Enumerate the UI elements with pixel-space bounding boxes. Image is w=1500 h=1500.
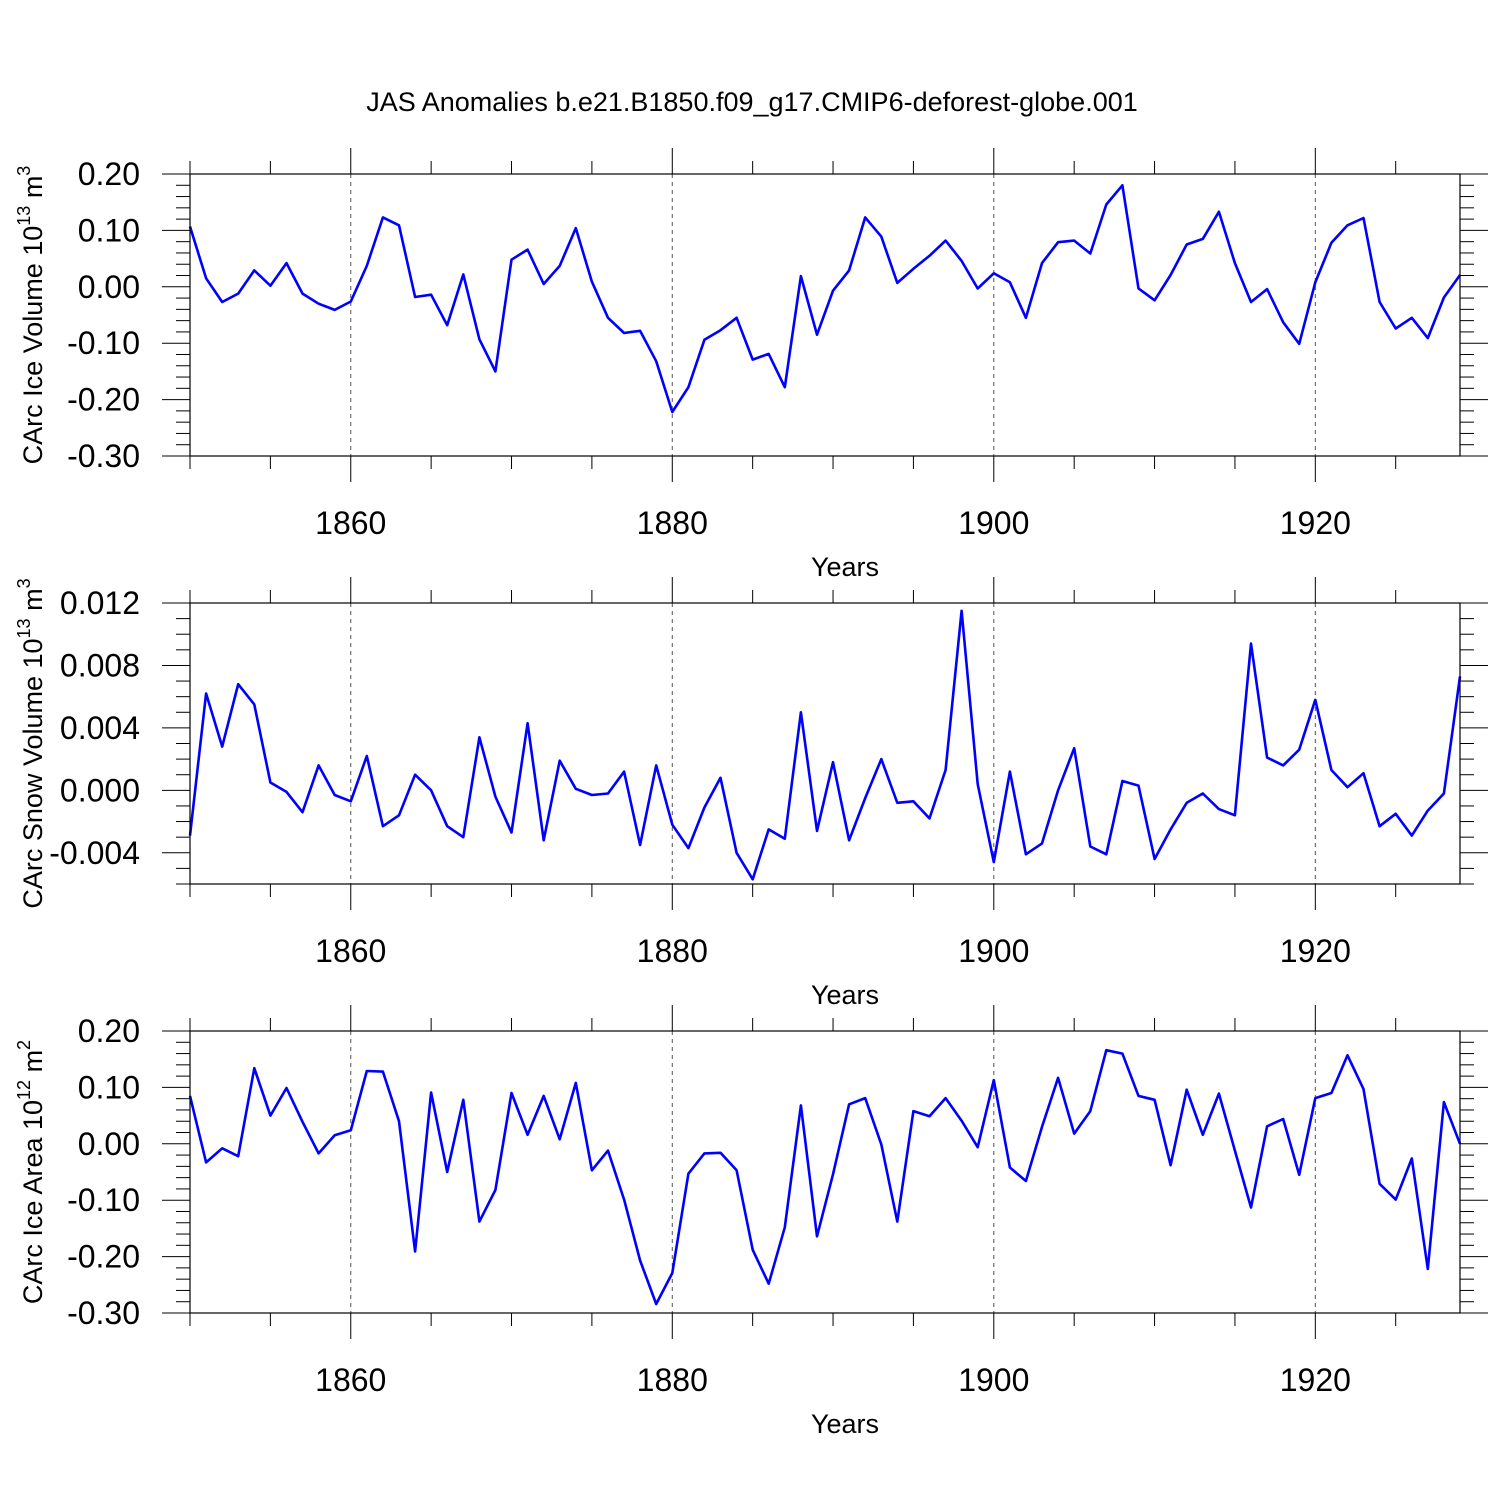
panels: 0.20 0.10 0.00 -0.10 -0.20 -0.30 1860 1880 1900 1… xyxy=(14,148,1488,1439)
x-tick-label: 1880 xyxy=(637,933,708,969)
y-tick-label: 0.20 xyxy=(78,1013,140,1049)
plot-frame xyxy=(189,602,1461,885)
y-tick-label: 0.000 xyxy=(60,772,140,808)
x-axis-title: Years xyxy=(811,552,879,582)
x-tick-label: 1860 xyxy=(315,933,386,969)
plot-frame xyxy=(189,173,1461,457)
x-tick-label: 1920 xyxy=(1280,933,1351,969)
series-line xyxy=(188,609,1462,881)
x-axis-title: Years xyxy=(811,980,879,1010)
y-tick-label: -0.30 xyxy=(67,1295,140,1331)
figure-title: JAS Anomalies b.e21.B1850.f09_g17.CMIP6-… xyxy=(366,87,1138,117)
x-tick-label: 1880 xyxy=(637,505,708,541)
x-axis-title: Years xyxy=(811,1409,879,1439)
y-axis-title: CArc Ice Area 1012 m2 xyxy=(14,1040,48,1304)
panel-3: 0.20 0.10 0.00 -0.10 -0.20 -0.30 1860 1880 1900 1… xyxy=(14,1005,1488,1439)
y-tick-label: -0.30 xyxy=(67,438,140,474)
x-tick-label: 1860 xyxy=(315,505,386,541)
x-tick-label: 1900 xyxy=(958,1362,1029,1398)
x-tick-label: 1920 xyxy=(1280,1362,1351,1398)
y-axis-title: CArc Snow Volume 1013 m3 xyxy=(14,578,48,908)
x-tick-label: 1900 xyxy=(958,505,1029,541)
y-tick-label: 0.00 xyxy=(78,269,140,305)
y-tick-label: -0.004 xyxy=(49,835,140,871)
y-tick-label: -0.10 xyxy=(67,1182,140,1218)
x-tick-label: 1920 xyxy=(1280,505,1351,541)
y-tick-label: -0.20 xyxy=(67,1239,140,1275)
panel-1: 0.20 0.10 0.00 -0.10 -0.20 -0.30 1860 1880 1900 1… xyxy=(14,148,1488,582)
y-tick-label: 0.20 xyxy=(78,156,140,192)
panel-2: 0.012 0.008 0.004 0.000 -0.004 1860 1880 1900 19… xyxy=(14,577,1488,1010)
y-tick-label: 0.004 xyxy=(60,710,140,746)
x-tick-label: 1880 xyxy=(637,1362,708,1398)
y-tick-label: -0.10 xyxy=(67,325,140,361)
x-tick-label: 1900 xyxy=(958,933,1029,969)
x-tick-label: 1860 xyxy=(315,1362,386,1398)
series-line xyxy=(188,184,1462,414)
y-tick-label: 0.10 xyxy=(78,1069,140,1105)
y-tick-label: 0.012 xyxy=(60,585,140,621)
y-tick-label: -0.20 xyxy=(67,382,140,418)
series-line xyxy=(188,1048,1462,1306)
plot-frame xyxy=(189,1030,1461,1314)
y-axis-title: CArc Ice Volume 1013 m3 xyxy=(14,166,48,465)
y-tick-label: 0.10 xyxy=(78,212,140,248)
y-tick-label: 0.00 xyxy=(78,1126,140,1162)
y-tick-label: 0.008 xyxy=(60,647,140,683)
